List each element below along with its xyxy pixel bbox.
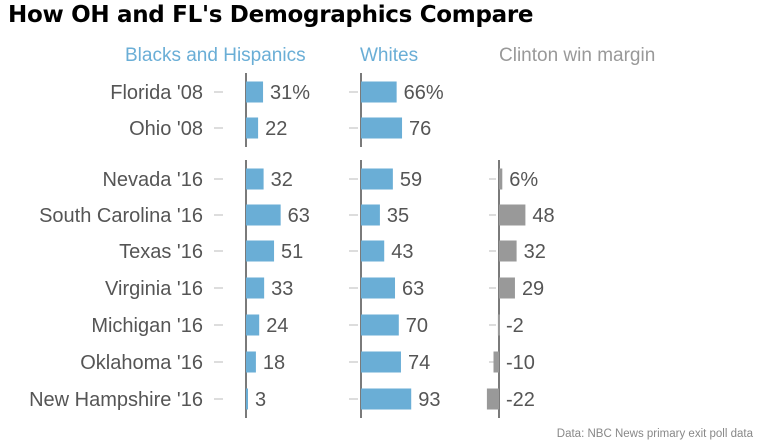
bar-blacks-and-hispanics-ohio-08 — [246, 117, 259, 139]
category-label-ohio-08: Ohio '08 — [129, 118, 203, 140]
category-label-texas-16: Texas '16 — [119, 241, 203, 263]
value-label-blacks-and-hispanics-nevada-16: 32 — [271, 169, 293, 191]
value-label-clinton-win-margin-texas-16: 32 — [524, 241, 546, 263]
bar-clinton-win-margin-nevada-16 — [499, 168, 503, 190]
value-label-clinton-win-margin-michigan-16: -2 — [506, 315, 524, 337]
bar-whites-michigan-16 — [361, 314, 399, 336]
value-label-whites-ohio-08: 76 — [409, 118, 431, 140]
value-label-blacks-and-hispanics-michigan-16: 24 — [266, 315, 288, 337]
category-label-virginia-16: Virginia '16 — [105, 278, 203, 300]
bar-clinton-win-margin-new-hampshire-16 — [486, 388, 499, 410]
value-label-clinton-win-margin-virginia-16: 29 — [522, 278, 544, 300]
value-label-blacks-and-hispanics-new-hampshire-16: 3 — [255, 389, 266, 411]
bar-whites-south-carolina-16 — [361, 204, 380, 226]
bar-whites-texas-16 — [361, 240, 385, 262]
value-label-whites-nevada-16: 59 — [400, 169, 422, 191]
bar-clinton-win-margin-south-carolina-16 — [499, 204, 526, 226]
bar-blacks-and-hispanics-nevada-16 — [246, 168, 264, 190]
value-label-blacks-and-hispanics-oklahoma-16: 18 — [263, 352, 285, 374]
value-label-whites-oklahoma-16: 74 — [408, 352, 430, 374]
bar-clinton-win-margin-oklahoma-16 — [493, 351, 499, 373]
value-label-clinton-win-margin-oklahoma-16: -10 — [506, 352, 535, 374]
value-label-blacks-and-hispanics-virginia-16: 33 — [271, 278, 293, 300]
value-label-whites-south-carolina-16: 35 — [387, 205, 409, 227]
value-label-blacks-and-hispanics-florida-08: 31% — [270, 82, 310, 104]
bar-whites-nevada-16 — [361, 168, 393, 190]
bar-whites-florida-08 — [361, 81, 397, 103]
value-label-whites-florida-08: 66% — [404, 82, 444, 104]
bar-blacks-and-hispanics-new-hampshire-16 — [246, 388, 248, 410]
series-header-blacks-hispanics: Blacks and Hispanics — [125, 45, 306, 66]
bar-clinton-win-margin-michigan-16 — [497, 314, 500, 336]
category-label-oklahoma-16: Oklahoma '16 — [80, 352, 203, 374]
value-label-blacks-and-hispanics-ohio-08: 22 — [265, 118, 287, 140]
series-header-whites: Whites — [360, 45, 418, 66]
bar-blacks-and-hispanics-south-carolina-16 — [246, 204, 281, 226]
value-label-blacks-and-hispanics-texas-16: 51 — [281, 241, 303, 263]
value-label-clinton-win-margin-nevada-16: 6% — [509, 169, 538, 191]
bar-clinton-win-margin-virginia-16 — [499, 277, 515, 299]
category-label-south-carolina-16: South Carolina '16 — [39, 205, 203, 227]
bar-blacks-and-hispanics-virginia-16 — [246, 277, 265, 299]
value-label-whites-michigan-16: 70 — [406, 315, 428, 337]
value-label-whites-texas-16: 43 — [391, 241, 413, 263]
bar-blacks-and-hispanics-oklahoma-16 — [246, 351, 256, 373]
bar-clinton-win-margin-texas-16 — [499, 240, 517, 262]
bar-blacks-and-hispanics-michigan-16 — [246, 314, 260, 336]
source-note: Data: NBC News primary exit poll data — [557, 428, 754, 440]
series-header-clinton-margin: Clinton win margin — [499, 45, 655, 66]
bar-blacks-and-hispanics-texas-16 — [246, 240, 275, 262]
category-label-nevada-16: Nevada '16 — [102, 169, 203, 191]
bar-blacks-and-hispanics-florida-08 — [246, 81, 264, 103]
bar-whites-ohio-08 — [361, 117, 403, 139]
value-label-clinton-win-margin-new-hampshire-16: -22 — [506, 389, 535, 411]
bar-whites-virginia-16 — [361, 277, 396, 299]
category-label-florida-08: Florida '08 — [110, 82, 203, 104]
bar-whites-new-hampshire-16 — [361, 388, 412, 410]
category-label-new-hampshire-16: New Hampshire '16 — [29, 389, 203, 411]
bar-whites-oklahoma-16 — [361, 351, 401, 373]
value-label-blacks-and-hispanics-south-carolina-16: 63 — [288, 205, 310, 227]
category-label-michigan-16: Michigan '16 — [91, 315, 203, 337]
chart-title: How OH and FL's Demographics Compare — [8, 2, 534, 28]
value-label-clinton-win-margin-south-carolina-16: 48 — [532, 205, 554, 227]
value-label-whites-new-hampshire-16: 93 — [418, 389, 440, 411]
value-label-whites-virginia-16: 63 — [402, 278, 424, 300]
